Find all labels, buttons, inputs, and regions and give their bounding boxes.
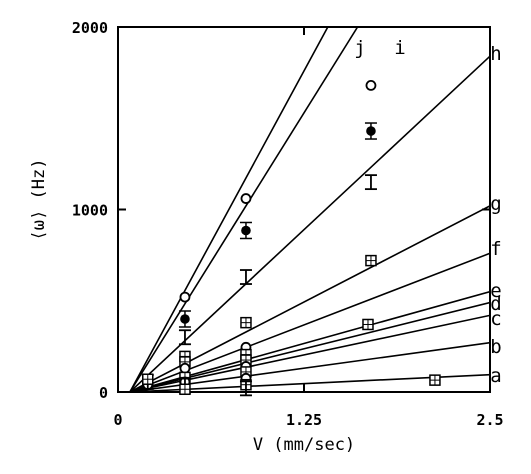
data-point-square bbox=[179, 383, 191, 396]
data-point-circle bbox=[365, 80, 377, 91]
y-tick-label: 1000 bbox=[72, 202, 108, 220]
data-point-circle bbox=[179, 362, 191, 374]
line-label-j: j bbox=[354, 37, 365, 59]
data-point-square bbox=[142, 373, 154, 385]
axis-ticks: 0 1.25 2.5 0 1000 2000 bbox=[72, 19, 504, 429]
data-point-square bbox=[362, 318, 374, 331]
line-label-a: a bbox=[490, 365, 501, 387]
y-axis-label: ⟨ω⟩ (Hz) bbox=[29, 159, 49, 241]
data-point-errorbar bbox=[364, 174, 377, 191]
data-point-square bbox=[240, 316, 252, 329]
fit-line-j bbox=[129, 27, 329, 392]
x-tick-label: 1.25 bbox=[286, 411, 322, 429]
data-point-filled bbox=[178, 310, 191, 328]
data-point-errorbar bbox=[178, 329, 191, 346]
line-label-h: h bbox=[490, 43, 501, 65]
y-tick-label: 2000 bbox=[72, 19, 108, 37]
line-label-c: c bbox=[490, 308, 501, 330]
data-points bbox=[141, 80, 441, 397]
x-axis-label: V (mm/sec) bbox=[253, 435, 355, 455]
data-point-filled bbox=[239, 221, 252, 240]
fit-line-h bbox=[129, 55, 490, 392]
line-label-b: b bbox=[490, 336, 501, 358]
line-label-i: i bbox=[394, 37, 405, 59]
data-point-square bbox=[365, 254, 377, 267]
y-tick-label: 0 bbox=[99, 384, 108, 402]
data-point-circle bbox=[240, 193, 252, 204]
data-point-square bbox=[429, 374, 441, 386]
line-label-d: d bbox=[490, 293, 501, 315]
line-label-f: f bbox=[490, 238, 501, 260]
fit-lines bbox=[129, 27, 490, 392]
plot-frame bbox=[117, 26, 491, 393]
data-point-circle bbox=[179, 291, 191, 303]
plot-area bbox=[117, 26, 491, 393]
fit-line-i bbox=[129, 27, 359, 392]
x-tick-label: 0 bbox=[113, 411, 122, 429]
line-label-g: g bbox=[490, 193, 501, 215]
data-point-errorbar bbox=[239, 269, 252, 285]
x-tick-label: 2.5 bbox=[476, 411, 503, 429]
data-point-filled bbox=[364, 122, 377, 140]
line-label-e: e bbox=[490, 280, 501, 302]
data-point-errorbar bbox=[239, 380, 252, 397]
